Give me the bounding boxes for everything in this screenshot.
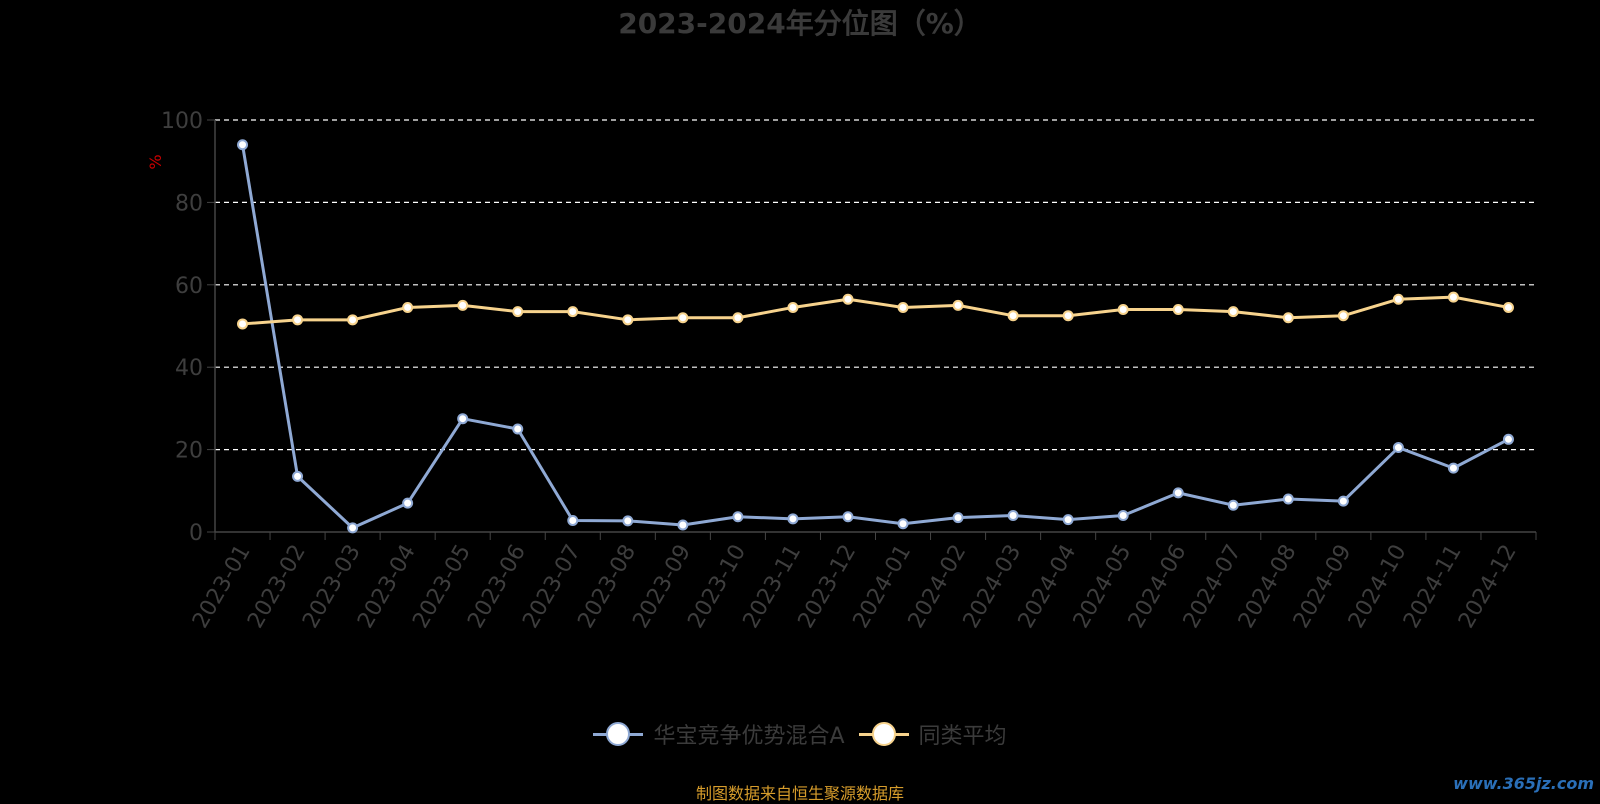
chart-title: 2023-2024年分位图（%）: [618, 7, 982, 40]
data-point-series-2: [842, 293, 854, 305]
data-point-series-2: [1337, 310, 1349, 322]
y-axis-label: %: [146, 154, 165, 169]
legend-swatch-series-2: [858, 721, 909, 747]
data-point-series-1: [1337, 495, 1349, 507]
data-point-series-1: [1062, 514, 1074, 526]
y-tick-label: 100: [161, 109, 203, 134]
data-point-series-1: [1447, 462, 1459, 474]
data-point-series-2: [292, 314, 304, 326]
data-point-series-1: [787, 513, 799, 525]
chart-legend: 华宝竞争优势混合A 同类平均: [0, 718, 1600, 750]
data-point-series-1: [677, 519, 689, 531]
data-point-series-2: [677, 312, 689, 324]
data-point-series-2: [787, 301, 799, 313]
data-point-series-2: [1007, 310, 1019, 322]
data-point-series-2: [897, 301, 909, 313]
legend-swatch-series-1: [593, 721, 644, 747]
data-point-series-2: [1172, 304, 1184, 316]
data-point-series-1: [457, 413, 469, 425]
y-tick-label: 20: [175, 439, 203, 464]
data-point-series-1: [237, 139, 249, 151]
y-tick-label: 80: [175, 191, 203, 216]
data-point-series-1: [292, 470, 304, 482]
data-point-series-1: [622, 515, 634, 527]
data-point-series-1: [402, 497, 414, 509]
data-point-series-1: [732, 511, 744, 523]
data-point-series-1: [347, 522, 359, 534]
data-point-series-1: [842, 511, 854, 523]
data-point-series-2: [732, 312, 744, 324]
data-point-series-1: [897, 518, 909, 530]
legend-item-series-1[interactable]: 华宝竞争优势混合A: [593, 718, 845, 750]
watermark: www.365jz.com: [1453, 774, 1594, 793]
data-point-series-2: [402, 301, 414, 313]
data-point-series-2: [347, 314, 359, 326]
data-point-series-1: [1227, 499, 1239, 511]
data-point-series-1: [567, 514, 579, 526]
data-source-note: 制图数据来自恒生聚源数据库: [695, 784, 904, 803]
data-point-series-2: [1502, 301, 1514, 313]
data-point-series-1: [512, 423, 524, 435]
y-tick-label: 60: [175, 274, 203, 299]
data-point-series-2: [1117, 304, 1129, 316]
data-point-series-2: [1282, 312, 1294, 324]
y-tick-label: 40: [175, 356, 203, 381]
data-point-series-2: [952, 299, 964, 311]
data-point-series-1: [1172, 487, 1184, 499]
data-point-series-2: [1447, 291, 1459, 303]
data-point-series-1: [952, 512, 964, 524]
data-point-series-1: [1392, 442, 1404, 454]
legend-label-series-2: 同类平均: [918, 724, 1007, 749]
data-point-series-2: [567, 306, 579, 318]
data-point-series-1: [1117, 510, 1129, 522]
legend-label-series-1: 华宝竞争优势混合A: [653, 724, 845, 749]
legend-item-series-2[interactable]: 同类平均: [858, 718, 1007, 750]
data-point-series-2: [237, 318, 249, 330]
data-point-series-1: [1007, 510, 1019, 522]
data-point-series-2: [1227, 306, 1239, 318]
series-line-1: [241, 144, 1510, 530]
series-line-2: [242, 295, 1509, 326]
data-point-series-2: [512, 306, 524, 318]
data-point-series-2: [1062, 310, 1074, 322]
y-tick-label: 0: [189, 521, 203, 546]
data-point-series-1: [1502, 433, 1514, 445]
data-point-series-2: [1392, 293, 1404, 305]
data-point-series-2: [457, 299, 469, 311]
data-point-series-1: [1282, 493, 1294, 505]
data-point-series-2: [622, 314, 634, 326]
